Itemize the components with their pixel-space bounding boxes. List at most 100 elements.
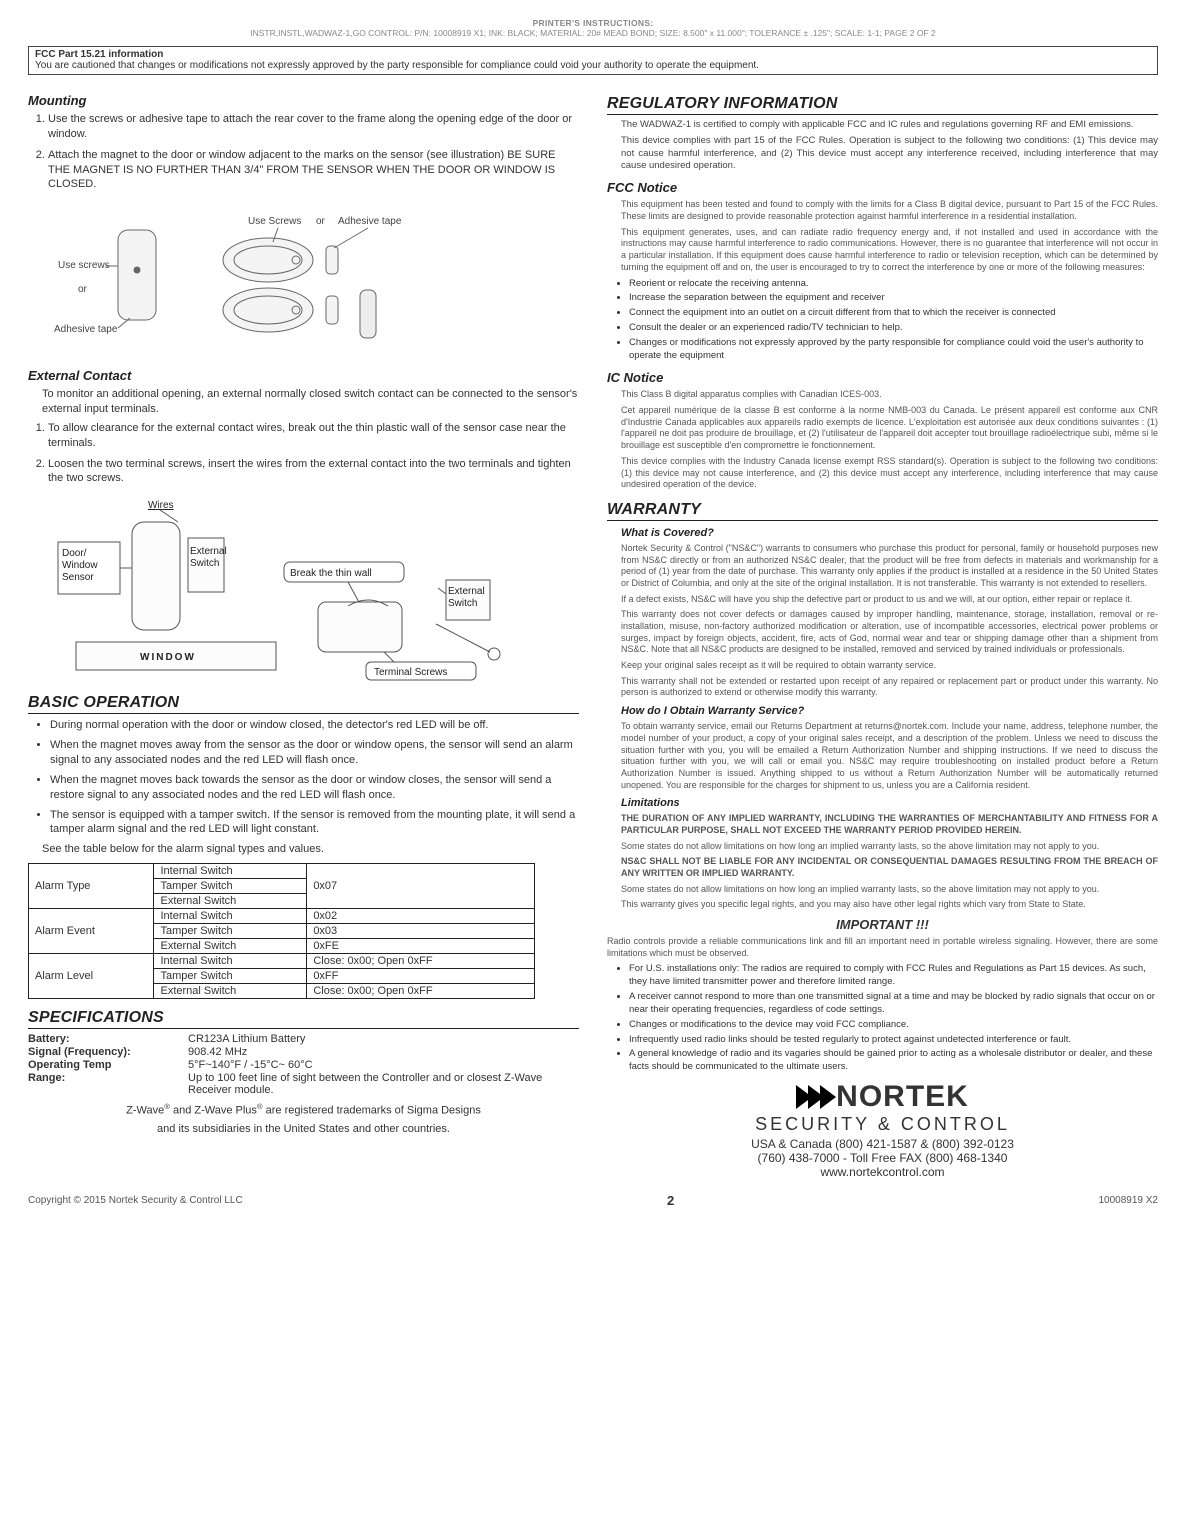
alarm-table-intro: See the table below for the alarm signal… (28, 842, 579, 857)
illus-door-window-sensor: Door/ Window Sensor (62, 548, 100, 583)
fcc-notice-p2: This equipment generates, uses, and can … (607, 227, 1158, 274)
limitations-b2: NS&C SHALL NOT BE LIABLE FOR ANY INCIDEN… (607, 856, 1158, 879)
spec-label: Battery: (28, 1033, 188, 1045)
logo-subtitle: SECURITY & CONTROL (607, 1114, 1158, 1135)
illus-or-1: or (78, 284, 88, 295)
ic-notice-p3: This device complies with the Industry C… (607, 456, 1158, 491)
fcc-notice-p1: This equipment has been tested and found… (607, 199, 1158, 222)
illus-use-screws-2: Use Screws (248, 216, 301, 227)
covered-p2: If a defect exists, NS&C will have you s… (607, 594, 1158, 606)
cell-val: 0x07 (307, 864, 535, 909)
important-bullet: A receiver cannot respond to more than o… (629, 991, 1158, 1017)
cell-val: 0x02 (307, 909, 535, 924)
fcc-bullet: Consult the dealer or an experienced rad… (629, 322, 1158, 335)
spec-row: Range: Up to 100 feet line of sight betw… (28, 1072, 579, 1096)
nortek-logo: NORTEK (796, 1080, 969, 1114)
cell-sw: Tamper Switch (154, 969, 307, 984)
external-contact-illustration: Wires Door/ Window Sensor External Switc… (48, 494, 579, 684)
important-bullet: For U.S. installations only: The radios … (629, 963, 1158, 989)
fcc-bullet: Increase the separation between the equi… (629, 292, 1158, 305)
logo-chevrons-icon (796, 1085, 832, 1109)
spec-val: 5°F~140°F / -15°C~ 60°C (188, 1059, 579, 1071)
cell-group: Alarm Level (29, 954, 154, 999)
cell-val: 0x03 (307, 924, 535, 939)
company-contact-2: (760) 438-7000 - Toll Free FAX (800) 468… (607, 1151, 1158, 1165)
important-bullet: Infrequently used radio links should be … (629, 1034, 1158, 1047)
basic-operation-bullets: During normal operation with the door or… (28, 718, 579, 837)
illus-break-wall: Break the thin wall (290, 568, 372, 579)
illus-or-2: or (316, 216, 326, 227)
spec-label: Signal (Frequency): (28, 1046, 188, 1058)
basic-op-bullet-3: When the magnet moves back towards the s… (50, 773, 579, 803)
basic-op-bullet-4: The sensor is equipped with a tamper swi… (50, 808, 579, 838)
illus-terminal-screws: Terminal Screws (374, 667, 447, 678)
external-contact-item-2: Loosen the two terminal screws, insert t… (48, 457, 579, 487)
cell-sw: Tamper Switch (154, 879, 307, 894)
table-row: Alarm Level Internal Switch Close: 0x00;… (29, 954, 535, 969)
cell-val: 0xFE (307, 939, 535, 954)
limitations-b1: THE DURATION OF ANY IMPLIED WARRANTY, IN… (607, 813, 1158, 836)
spec-label: Range: (28, 1072, 188, 1096)
covered-p5: This warranty shall not be extended or r… (607, 676, 1158, 699)
mounting-item-1: Use the screws or adhesive tape to attac… (48, 112, 579, 142)
table-row: Alarm Event Internal Switch 0x02 (29, 909, 535, 924)
important-bullets: For U.S. installations only: The radios … (607, 963, 1158, 1074)
covered-p4: Keep your original sales receipt as it w… (607, 660, 1158, 672)
cell-group: Alarm Type (29, 864, 154, 909)
mounting-illustration: Use screws or Adhesive tape Use Screws o… (48, 200, 579, 360)
illus-use-screws-1: Use screws (58, 260, 110, 271)
zwave-trademark-1: Z-Wave® and Z-Wave Plus® are registered … (28, 1102, 579, 1117)
limitations-p1: Some states do not allow limitations on … (607, 841, 1158, 853)
regulatory-p2: This device complies with part 15 of the… (607, 135, 1158, 172)
page-footer: Copyright © 2015 Nortek Security & Contr… (28, 1193, 1158, 1208)
covered-p1: Nortek Security & Control ("NS&C") warra… (607, 543, 1158, 590)
mounting-item-2: Attach the magnet to the door or window … (48, 148, 579, 193)
fcc-box-text: You are cautioned that changes or modifi… (35, 60, 1151, 71)
cell-val: 0xFF (307, 969, 535, 984)
ic-notice-p2: Cet appareil numérique de la classe B es… (607, 405, 1158, 452)
warranty-heading: WARRANTY (607, 501, 1158, 521)
basic-op-bullet-2: When the magnet moves away from the sens… (50, 738, 579, 768)
external-contact-list: To allow clearance for the external cont… (28, 421, 579, 486)
footer-docnum: 10008919 X2 (1098, 1195, 1158, 1206)
cell-val: Close: 0x00; Open 0xFF (307, 954, 535, 969)
fcc-notice-bullets: Reorient or relocate the receiving anten… (607, 278, 1158, 363)
illus-adhesive-2: Adhesive tape (338, 216, 402, 227)
limitations-p2: Some states do not allow limitations on … (607, 884, 1158, 896)
spec-val: Up to 100 feet line of sight between the… (188, 1072, 579, 1096)
printers-instructions-line: INSTR,INSTL,WADWAZ-1,GO CONTROL: P/N: 10… (28, 28, 1158, 38)
cell-sw: External Switch (154, 894, 307, 909)
cell-group: Alarm Event (29, 909, 154, 954)
zwave-trademark-2: and its subsidiaries in the United State… (28, 1123, 579, 1135)
important-intro: Radio controls provide a reliable commun… (607, 936, 1158, 959)
table-row: Alarm Type Internal Switch 0x07 (29, 864, 535, 879)
important-bullet: Changes or modifications to the device m… (629, 1019, 1158, 1032)
basic-op-bullet-1: During normal operation with the door or… (50, 718, 579, 733)
covered-p3: This warranty does not cover defects or … (607, 609, 1158, 656)
fcc-bullet: Reorient or relocate the receiving anten… (629, 278, 1158, 291)
fcc-bullet: Changes or modifications not expressly a… (629, 337, 1158, 363)
fcc-notice-heading: FCC Notice (607, 180, 1158, 195)
covered-heading: What is Covered? (607, 527, 1158, 539)
footer-copyright: Copyright © 2015 Nortek Security & Contr… (28, 1195, 243, 1206)
basic-operation-heading: BASIC OPERATION (28, 694, 579, 714)
cell-sw: Tamper Switch (154, 924, 307, 939)
obtain-p1: To obtain warranty service, email our Re… (607, 721, 1158, 791)
important-bullet: A general knowledge of radio and its vag… (629, 1048, 1158, 1074)
specifications-body: Battery: CR123A Lithium Battery Signal (… (28, 1033, 579, 1096)
spec-val: CR123A Lithium Battery (188, 1033, 579, 1045)
footer-page-number: 2 (667, 1193, 674, 1208)
spec-val: 908.42 MHz (188, 1046, 579, 1058)
cell-sw: Internal Switch (154, 954, 307, 969)
external-contact-heading: External Contact (28, 368, 579, 383)
limitations-heading: Limitations (607, 797, 1158, 809)
obtain-heading: How do I Obtain Warranty Service? (607, 705, 1158, 717)
company-logo-block: NORTEK SECURITY & CONTROL USA & Canada (… (607, 1080, 1158, 1179)
fcc-bullet: Connect the equipment into an outlet on … (629, 307, 1158, 320)
external-contact-intro: To monitor an additional opening, an ext… (28, 387, 579, 417)
spec-label: Operating Temp (28, 1059, 188, 1071)
cell-sw: External Switch (154, 984, 307, 999)
cell-sw: Internal Switch (154, 909, 307, 924)
regulatory-heading: REGULATORY INFORMATION (607, 95, 1158, 115)
spec-row: Signal (Frequency): 908.42 MHz (28, 1046, 579, 1058)
